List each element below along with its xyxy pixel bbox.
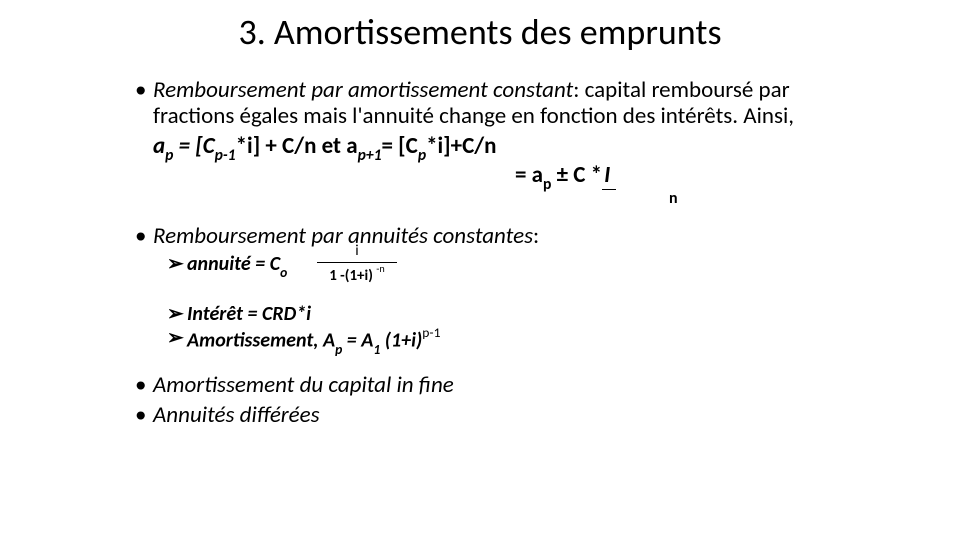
annuite-label-text: annuité = Co [187, 253, 287, 278]
bullet2-colon: : [533, 222, 539, 250]
ann-lbl: annuité = C [187, 252, 280, 276]
frac-den-a: 1 -(1+i) [329, 267, 376, 285]
f1-mid1: = [C [173, 132, 214, 160]
am-mid: = A [342, 329, 373, 353]
sub-amortissement: ➢ Amortissement, Ap = A1 (1+i)p-1 [167, 327, 855, 355]
f1-pp1: p+1 [358, 146, 382, 165]
am-exp: p-1 [422, 324, 440, 341]
amort-text: Amortissement, Ap = A1 (1+i)p-1 [187, 327, 440, 355]
arrow-icon: ➢ [167, 303, 187, 325]
am-s1: p [335, 341, 342, 358]
f1-p2: p [418, 146, 426, 165]
f1-p: p [165, 146, 173, 165]
bullet-annuites-constantes: • Remboursement par annuités constantes: [135, 224, 855, 250]
frac-den: 1 -(1+i) -n [317, 265, 396, 285]
formula-line-2-denom: n [669, 190, 855, 208]
am-end: (1+i) [380, 329, 422, 353]
slide: 3. Amortissements des emprunts • Rembour… [0, 0, 960, 540]
arrow-icon: ➢ [167, 327, 187, 355]
bullet1-lead: Remboursement par amortissement constant [153, 76, 573, 104]
bullet-dot-icon: • [135, 373, 153, 399]
arrow-icon: ➢ [167, 253, 187, 278]
f1-end2: = [C [382, 132, 418, 160]
sub-annuite: ➢ annuité = Co [167, 253, 287, 278]
annuite-fraction: i 1 -(1+i) -n [317, 243, 396, 285]
f1-pm1: p-1 [215, 146, 236, 165]
annuite-formula-row: ➢ annuité = Co i 1 -(1+i) -n [167, 253, 855, 295]
slide-title: 3. Amortissements des emprunts [0, 10, 960, 54]
f1-a: a [153, 132, 165, 160]
f1-end1: *i] + C/n et a [236, 132, 358, 160]
bullet-dot-icon: • [135, 403, 153, 429]
ann-sub: o [280, 264, 287, 281]
bullet-dot-icon: • [135, 78, 153, 130]
f2-num: I [602, 161, 616, 190]
formula-line-1: ap = [Cp-1*i] + C/n et ap+1= [Cp*i]+C/n [153, 134, 855, 163]
bullet-text-1: Remboursement par amortissement constant… [153, 78, 855, 130]
bullet-text-4: Annuités différées [153, 403, 320, 429]
bullet-differees: • Annuités différées [135, 403, 855, 429]
slide-body: • Remboursement par amortissement consta… [135, 78, 855, 433]
bullet-amortissement-constant: • Remboursement par amortissement consta… [135, 78, 855, 130]
formula-line-2: = ap ± C *I [515, 163, 855, 192]
frac-den-exp: -n [376, 262, 384, 275]
am-lead: Amortissement, A [187, 329, 335, 353]
f2-mid: ± C * [551, 161, 602, 189]
frac-num: i [317, 243, 396, 261]
am-s2: 1 [373, 341, 380, 358]
sub-interet: ➢ Intérêt = CRD*i [167, 303, 855, 325]
f2-lead: = a [515, 161, 543, 189]
bullet-dot-icon: • [135, 224, 153, 250]
f2-sub: p [543, 175, 551, 194]
f1-end3: *i]+C/n [426, 132, 496, 160]
bullet-text-3: Amortissement du capital in fine [153, 373, 454, 399]
interet-text: Intérêt = CRD*i [187, 303, 311, 325]
bullet-in-fine: • Amortissement du capital in fine [135, 373, 855, 399]
